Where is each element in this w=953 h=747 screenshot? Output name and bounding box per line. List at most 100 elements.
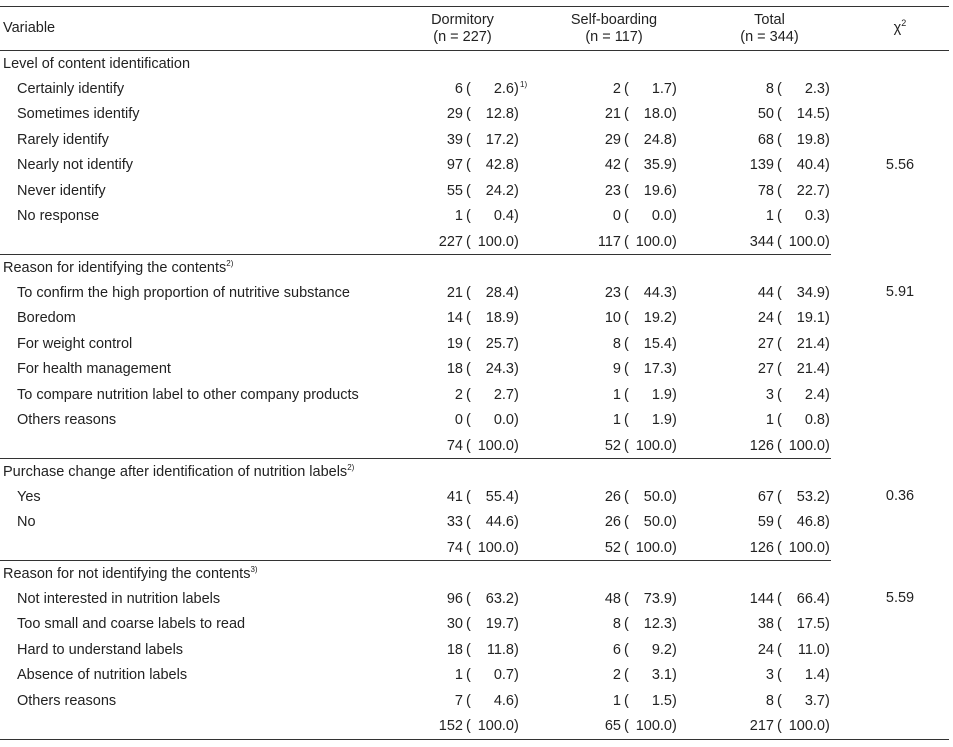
percent: 24.8: [643, 131, 672, 148]
cell-dormitory: 14(18.9): [405, 306, 520, 332]
open-paren: (: [466, 692, 471, 709]
cell-self-boarding: 23(44.3): [520, 280, 678, 306]
cell-dormitory: 2(2.7): [405, 382, 520, 408]
percent: 1.9: [651, 386, 672, 403]
cell-total: 8(3.7): [678, 688, 831, 714]
open-paren: (: [466, 361, 471, 378]
table-row: Others reasons 0(0.0) 1(1.9) 1(0.8): [0, 408, 949, 434]
close-paren: ): [514, 718, 519, 734]
close-paren: ): [825, 284, 830, 301]
open-paren: (: [624, 106, 629, 123]
close-paren: ): [672, 412, 677, 429]
chi-square-value: 5.56: [831, 76, 949, 255]
footnote-sup: 1): [520, 79, 528, 89]
close-paren: ): [672, 539, 677, 556]
open-paren: (: [624, 386, 629, 403]
chi-square-text: 0.36: [885, 488, 915, 504]
count: 1: [765, 412, 774, 429]
count: 29: [446, 106, 463, 123]
percent: 2.7: [493, 386, 514, 403]
count: 1: [612, 386, 621, 403]
close-paren: ): [672, 106, 677, 123]
percent: 19.1: [796, 310, 825, 327]
percent: 1.4: [804, 667, 825, 684]
close-paren: ): [514, 616, 519, 633]
count: 96: [446, 590, 463, 607]
percent: 46.8: [796, 514, 825, 531]
percent: 19.8: [796, 131, 825, 148]
table-row: Never identify 55(24.2) 23(19.6) 78(22.7): [0, 178, 949, 204]
percent: 19.6: [643, 182, 672, 199]
section-title: Purchase change after identification of …: [0, 459, 949, 485]
cell-dormitory: 1(0.4): [405, 204, 520, 230]
cell-total: 27(21.4): [678, 331, 831, 357]
open-paren: (: [466, 539, 471, 556]
total-self-boarding: 65(100.0): [520, 713, 678, 740]
close-paren: ): [825, 386, 830, 403]
row-label: Others reasons: [17, 692, 117, 709]
count: 42: [604, 157, 621, 174]
cell-dormitory: 7(4.6): [405, 688, 520, 714]
total-self-boarding: 52(100.0): [520, 433, 678, 459]
header-variable: Variable: [0, 6, 405, 51]
close-paren: ): [825, 718, 830, 734]
percent: 44.6: [485, 514, 514, 531]
percent: 55.4: [485, 488, 514, 505]
close-paren: ): [825, 233, 830, 250]
percent: 53.2: [796, 488, 825, 505]
open-paren: (: [624, 131, 629, 148]
close-paren: ): [672, 514, 677, 531]
header-dormitory-n: (n = 227): [433, 28, 492, 45]
close-paren: ): [825, 437, 830, 454]
percent: 100.0: [788, 539, 825, 556]
total-total: 217(100.0): [678, 713, 831, 740]
percent: 3.7: [804, 692, 825, 709]
close-paren: ): [672, 284, 677, 301]
cell-dormitory: 33(44.6): [405, 510, 520, 536]
open-paren: (: [777, 616, 782, 633]
count: 8: [765, 692, 774, 709]
cell-total: 27(21.4): [678, 357, 831, 383]
close-paren: ): [514, 233, 519, 250]
open-paren: (: [777, 80, 782, 97]
open-paren: (: [466, 182, 471, 199]
open-paren: (: [777, 641, 782, 658]
close-paren: ): [672, 718, 677, 734]
count: 1: [454, 667, 463, 684]
percent: 42.8: [485, 157, 514, 174]
count: 1: [612, 412, 621, 429]
close-paren: ): [672, 335, 677, 352]
cell-dormitory: 1(0.7): [405, 663, 520, 689]
count: 7: [454, 692, 463, 709]
count: 18: [446, 641, 463, 658]
close-paren: ): [825, 131, 830, 148]
close-paren: ): [514, 335, 519, 352]
percent: 1.5: [651, 692, 672, 709]
cell-dormitory: 18(24.3): [405, 357, 520, 383]
header-dormitory: Dormitory (n = 227): [405, 6, 520, 51]
open-paren: (: [624, 667, 629, 684]
row-label: Hard to understand labels: [17, 641, 184, 658]
open-paren: (: [777, 514, 782, 531]
row-label: Nearly not identify: [17, 157, 134, 174]
count: 33: [446, 514, 463, 531]
open-paren: (: [624, 718, 629, 734]
section-title: Level of content identification: [0, 51, 949, 77]
close-paren: ): [825, 667, 830, 684]
close-paren: ): [825, 106, 830, 123]
row-label: Not interested in nutrition labels: [17, 590, 221, 607]
close-paren: ): [825, 182, 830, 199]
open-paren: (: [466, 157, 471, 174]
count: 217: [749, 718, 774, 734]
close-paren: ): [825, 208, 830, 225]
count: 50: [757, 106, 774, 123]
open-paren: (: [624, 310, 629, 327]
close-paren: ): [514, 157, 519, 174]
chi-square-text: 5.56: [885, 156, 915, 173]
total-row: 74(100.0) 52(100.0) 126(100.0): [0, 433, 949, 459]
row-label: Absence of nutrition labels: [17, 667, 188, 684]
count: 78: [757, 182, 774, 199]
total-row: 152(100.0) 65(100.0) 217(100.0): [0, 713, 949, 740]
table-row: Absence of nutrition labels 1(0.7) 2(3.1) 3…: [0, 663, 949, 689]
cell-self-boarding: 23(19.6): [520, 178, 678, 204]
